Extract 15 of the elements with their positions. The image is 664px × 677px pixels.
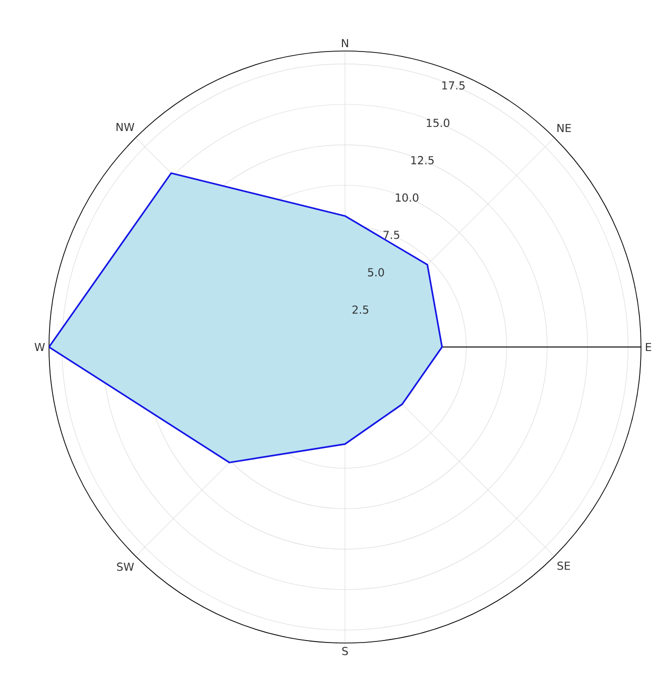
y-tick-label: 12.5 xyxy=(411,156,434,164)
spoke-label: SE xyxy=(557,562,570,570)
y-tick-label: 5.0 xyxy=(368,268,384,276)
y-tick-label: 10.0 xyxy=(396,193,418,202)
y-tick-label: 15.0 xyxy=(426,118,450,128)
spoke-label: NE xyxy=(557,124,571,132)
spoke-label: W xyxy=(34,342,45,352)
spoke-label: N xyxy=(342,39,348,48)
spoke-label: NW xyxy=(116,123,134,132)
spoke-label: S xyxy=(342,646,348,656)
y-tick-label: 17.5 xyxy=(442,81,465,90)
y-tick-label: 7.5 xyxy=(384,230,400,240)
spoke-label: SW xyxy=(117,562,134,571)
y-tick-label: 2.5 xyxy=(352,305,368,314)
spoke-label: E xyxy=(646,342,652,352)
